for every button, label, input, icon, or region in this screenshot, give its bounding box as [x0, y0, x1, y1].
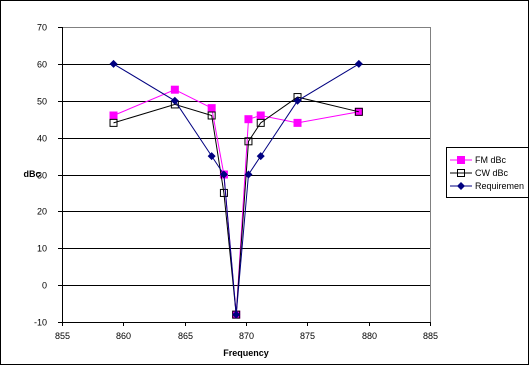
x-tick-label: 865: [178, 331, 193, 341]
data-point: [354, 59, 363, 68]
series-layer: [109, 59, 363, 319]
data-point: [219, 188, 228, 197]
x-tick-label: 860: [116, 331, 131, 341]
data-point: [354, 107, 363, 116]
data-point: [109, 111, 118, 120]
data-point: [256, 118, 265, 127]
y-tick-label: 70: [37, 23, 47, 33]
data-point: [207, 104, 216, 113]
x-tick-label: 885: [423, 331, 438, 341]
x-axis-ticks: 855 860 865 870 875 880 885: [55, 322, 438, 341]
data-point: [293, 96, 302, 105]
y-tick-label: 20: [37, 207, 47, 217]
data-point: [457, 182, 465, 190]
y-axis-title: dBc: [23, 169, 40, 179]
data-point: [244, 170, 253, 179]
y-tick-label: 40: [37, 134, 47, 144]
data-point: [207, 111, 216, 120]
y-tick-label: -10: [34, 318, 47, 328]
y-tick-label: 10: [37, 244, 47, 254]
legend: FM dBc CW dBc Requiremen: [450, 155, 524, 191]
y-tick-label: 50: [37, 97, 47, 107]
data-point: [457, 156, 465, 164]
y-axis-ticks: -10 0 10 20 30 40 50 60 70: [34, 23, 63, 328]
x-tick-label: 880: [362, 331, 377, 341]
data-point: [256, 152, 265, 161]
data-point: [109, 59, 118, 68]
y-tick-label: 0: [42, 281, 47, 291]
legend-item: FM dBc: [450, 155, 507, 165]
data-point: [207, 152, 216, 161]
x-tick-label: 870: [239, 331, 254, 341]
legend-item: CW dBc: [450, 168, 509, 178]
data-point: [256, 111, 265, 120]
x-tick-label: 855: [55, 331, 70, 341]
legend-label: Requiremen: [475, 181, 524, 191]
gridlines: [62, 64, 430, 286]
data-point: [244, 115, 253, 124]
legend-label: CW dBc: [475, 168, 509, 178]
y-tick-label: 30: [37, 171, 47, 181]
legend-label: FM dBc: [475, 155, 507, 165]
x-axis-title: Frequency: [223, 348, 269, 358]
data-point: [109, 118, 118, 127]
data-point: [170, 96, 179, 105]
legend-item: Requiremen: [450, 181, 524, 191]
data-point: [219, 170, 228, 179]
data-point: [293, 118, 302, 127]
series: [109, 59, 363, 319]
x-tick-label: 875: [300, 331, 315, 341]
data-point: [457, 169, 465, 177]
data-point: [170, 85, 179, 94]
data-point: [232, 310, 241, 319]
y-tick-label: 60: [37, 60, 47, 70]
data-point: [244, 137, 253, 146]
